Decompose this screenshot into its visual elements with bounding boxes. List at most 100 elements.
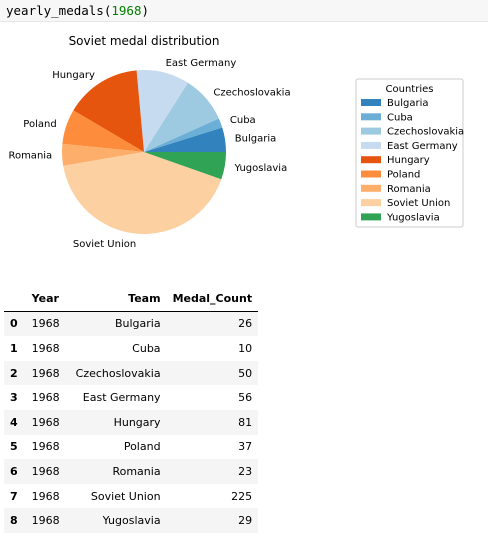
table-header-year: Year (25, 286, 70, 312)
legend-swatch-bulgaria (361, 99, 381, 106)
pie-slice-soviet-union (63, 152, 222, 234)
row-medal-count: 56 (238, 391, 253, 405)
table-row: 6 1968 Romania 23 (4, 459, 259, 484)
row-year: 1968 (31, 341, 60, 355)
pie-slice-cuba (144, 118, 223, 152)
table-header-row: Year Team Medal_Count (4, 286, 259, 312)
legend-label-east-germany: East Germany (387, 141, 458, 152)
row-team: Bulgaria (114, 317, 161, 331)
row-index: 6 (10, 464, 18, 478)
table-row: 8 1968 Yugoslavia 29 (4, 508, 259, 533)
legend-swatch-east-germany (361, 141, 381, 149)
legend-items: Bulgaria Cuba Czechoslovakia East Germany Hu… (361, 98, 464, 223)
pie-slice-east-germany (136, 70, 188, 152)
row-medal-count: 37 (238, 440, 253, 454)
row-index: 4 (10, 415, 18, 429)
legend-swatch-poland (361, 170, 381, 178)
pie-slice-labels: Bulgaria Cuba Czechoslovakia East Germany Hu… (8, 58, 290, 250)
row-medal-count: 23 (238, 464, 253, 478)
table-header-team: Team (69, 286, 167, 312)
table-row: 0 1968 Bulgaria 26 (4, 311, 259, 337)
slice-label-romania: Romania (8, 151, 52, 162)
legend-label-hungary: Hungary (387, 155, 430, 166)
pie-slice-bulgaria (144, 127, 226, 152)
legend: Countries Bulgaria Cuba Czechoslovakia East… (355, 78, 464, 228)
slice-label-hungary: Hungary (52, 70, 95, 81)
table-row: 5 1968 Poland 37 (4, 435, 258, 460)
legend-swatch-romania (361, 184, 381, 192)
legend-label-yugoslavia: Yugoslavia (386, 212, 440, 223)
row-year: 1968 (31, 464, 60, 478)
row-year: 1968 (31, 514, 60, 528)
code-function-name: yearly_medals (6, 3, 104, 18)
row-index: 3 (10, 391, 18, 405)
slice-label-poland: Poland (23, 119, 56, 130)
row-medal-count: 50 (238, 366, 253, 380)
row-year: 1968 (31, 489, 60, 503)
row-index: 8 (10, 514, 18, 528)
row-team: East Germany (82, 391, 161, 405)
pie-slice-poland (62, 110, 144, 152)
row-index: 1 (10, 341, 18, 355)
legend-label-soviet-union: Soviet Union (387, 198, 450, 209)
row-index: 0 (10, 317, 18, 331)
legend-swatch-soviet-union (361, 199, 381, 207)
row-medal-count: 10 (238, 341, 253, 355)
code-close-paren: ) (141, 3, 150, 18)
code-argument: 1968 (111, 3, 142, 18)
legend-swatch-czechoslovakia (361, 127, 381, 135)
row-medal-count: 81 (238, 415, 253, 429)
row-team: Soviet Union (90, 489, 161, 503)
pie-chart: Soviet medal distribution Bulgaria Cuba Cz… (8, 34, 464, 250)
table-header-medal-count: Medal_Count (166, 286, 259, 312)
pie-slice-romania (62, 143, 144, 166)
row-year: 1968 (31, 391, 60, 405)
slice-label-east-germany: East Germany (166, 58, 237, 69)
table-row: 2 1968 Czechoslovakia 50 (4, 360, 259, 386)
slice-label-soviet-union: Soviet Union (73, 239, 136, 250)
row-team: Hungary (113, 415, 161, 429)
slice-label-czechoslovakia: Czechoslovakia (213, 87, 290, 98)
slice-label-cuba: Cuba (230, 115, 256, 126)
table-header-index (4, 286, 26, 312)
row-index: 2 (10, 366, 18, 380)
table-body: 0 1968 Bulgaria 2 6 1 1968 Cuba 10 2 1968 Czechos… (4, 311, 259, 533)
row-team: Yugoslavia (102, 514, 161, 528)
legend-label-czechoslovakia: Czechoslovakia (387, 127, 464, 138)
row-index: 5 (10, 440, 18, 454)
legend-label-poland: Poland (387, 170, 420, 181)
row-year: 1968 (31, 415, 60, 429)
legend-swatch-cuba (361, 113, 381, 121)
pie-slices (62, 70, 226, 234)
table-row: 1 1968 Cuba 10 (4, 336, 258, 361)
legend-label-romania: Romania (387, 184, 431, 195)
row-index: 7 (10, 489, 18, 503)
row-team: Romania (112, 464, 161, 478)
row-team: Poland (123, 440, 161, 454)
row-year: 1968 (31, 366, 60, 380)
legend-label-bulgaria: Bulgaria (387, 98, 428, 109)
legend-swatch-yugoslavia (361, 213, 381, 221)
legend-title: Countries (386, 84, 434, 95)
table-row: 3 1968 East Germany 56 (4, 385, 258, 410)
table-row: 4 1968 Hungary 81 (4, 409, 259, 435)
slice-label-bulgaria: Bulgaria (235, 134, 276, 145)
legend-box (355, 78, 464, 228)
code-cell[interactable]: yearly_medals(1968) (0, 0, 488, 22)
pie-slice-czechoslovakia (144, 82, 219, 152)
row-team: Cuba (132, 341, 161, 355)
legend-swatch-hungary (361, 156, 381, 164)
legend-label-cuba: Cuba (387, 112, 413, 123)
row-year: 1968 (31, 440, 60, 454)
table-row: 7 1968 Soviet Union 225 (4, 484, 258, 509)
pie-slice-hungary (73, 70, 144, 152)
chart-title: Soviet medal distribution (69, 34, 220, 48)
slice-label-yugoslavia: Yugoslavia (234, 163, 288, 174)
row-year: 1968 (31, 317, 60, 331)
row-team: Czechoslovakia (75, 366, 161, 380)
pie-slice-yugoslavia (144, 152, 226, 180)
row-medal-count: 29 (238, 514, 253, 528)
code-open-paren: ( (103, 3, 112, 18)
row-medal-count: 225 (231, 489, 253, 503)
